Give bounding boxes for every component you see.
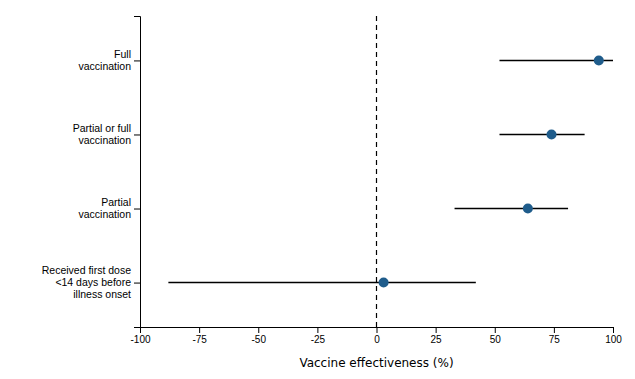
y-axis-line — [134, 17, 141, 328]
y-tick-mark — [134, 60, 140, 61]
y-tick: Partialvaccination — [78, 196, 140, 220]
y-tick-label-line: Partial or full — [73, 122, 131, 134]
x-tick-mark — [613, 327, 614, 333]
x-axis: -100 -75 -50 -25 0 25 50 75 100 — [130, 327, 622, 345]
confidence-interval — [168, 282, 475, 284]
estimate-point — [547, 129, 557, 139]
estimate-point — [379, 278, 389, 288]
x-tick-mark — [258, 327, 259, 333]
y-tick-mark — [134, 209, 140, 210]
x-tick-label: 50 — [490, 334, 502, 345]
marks — [168, 16, 613, 327]
confidence-interval — [455, 208, 569, 210]
x-tick-label: -25 — [311, 334, 326, 345]
x-tick-mark — [554, 327, 555, 333]
y-tick-label-line: illness onset — [73, 289, 131, 301]
x-axis-title: Vaccine effectiveness (%) — [299, 356, 453, 370]
y-tick-label: Fullvaccination — [78, 48, 131, 72]
y-tick-mark — [134, 134, 140, 135]
x-tick-mark — [317, 327, 318, 333]
y-tick-label-line: vaccination — [78, 60, 131, 72]
x-tick: 75 — [549, 327, 561, 345]
y-tick-label-line: Full — [114, 48, 131, 60]
x-tick: 50 — [490, 327, 502, 345]
y-tick-label-line: vaccination — [78, 208, 131, 220]
x-tick-label: -75 — [192, 334, 207, 345]
y-tick-label: Partialvaccination — [78, 196, 131, 220]
y-tick: Fullvaccination — [78, 48, 140, 72]
x-axis-line — [141, 328, 614, 334]
x-tick-mark — [199, 327, 200, 333]
y-tick: Partial or fullvaccination — [73, 122, 140, 146]
y-axis: FullvaccinationPartial or fullvaccinatio… — [42, 17, 141, 328]
y-tick-mark — [134, 283, 140, 284]
x-tick-mark — [377, 327, 378, 333]
x-tick-label: 100 — [605, 334, 622, 345]
y-tick-label: Partial or fullvaccination — [73, 122, 132, 146]
confidence-interval — [499, 134, 584, 136]
y-tick-label-line: Received first dose — [42, 264, 131, 276]
y-tick-label-line: vaccination — [78, 134, 131, 146]
plot: -100-75-50-250255075100FullvaccinationPa… — [42, 16, 623, 345]
x-tick: 0 — [374, 327, 380, 345]
chart: -100-75-50-250255075100FullvaccinationPa… — [0, 0, 635, 379]
x-tick-label: -100 — [130, 334, 150, 345]
x-tick-label: 25 — [431, 334, 443, 345]
x-tick: 100 — [605, 327, 622, 345]
estimate-point — [594, 55, 604, 65]
y-tick-label-line: Partial — [101, 196, 131, 208]
x-tick: -75 — [192, 327, 207, 345]
y-tick-label: Received first dose<14 days beforeillnes… — [42, 264, 131, 300]
x-tick-mark — [495, 327, 496, 333]
x-tick: -100 — [130, 327, 150, 345]
x-tick-label: 0 — [374, 334, 380, 345]
y-tick: Received first dose<14 days beforeillnes… — [42, 264, 140, 300]
x-tick-mark — [436, 327, 437, 333]
x-tick: 25 — [431, 327, 443, 345]
x-tick-label: 75 — [549, 334, 561, 345]
reference-line — [376, 16, 377, 327]
x-tick: -25 — [311, 327, 326, 345]
y-tick-label-line: <14 days before — [55, 276, 131, 288]
estimate-point — [523, 204, 533, 214]
x-tick: -50 — [252, 327, 267, 345]
x-tick-label: -50 — [252, 334, 267, 345]
